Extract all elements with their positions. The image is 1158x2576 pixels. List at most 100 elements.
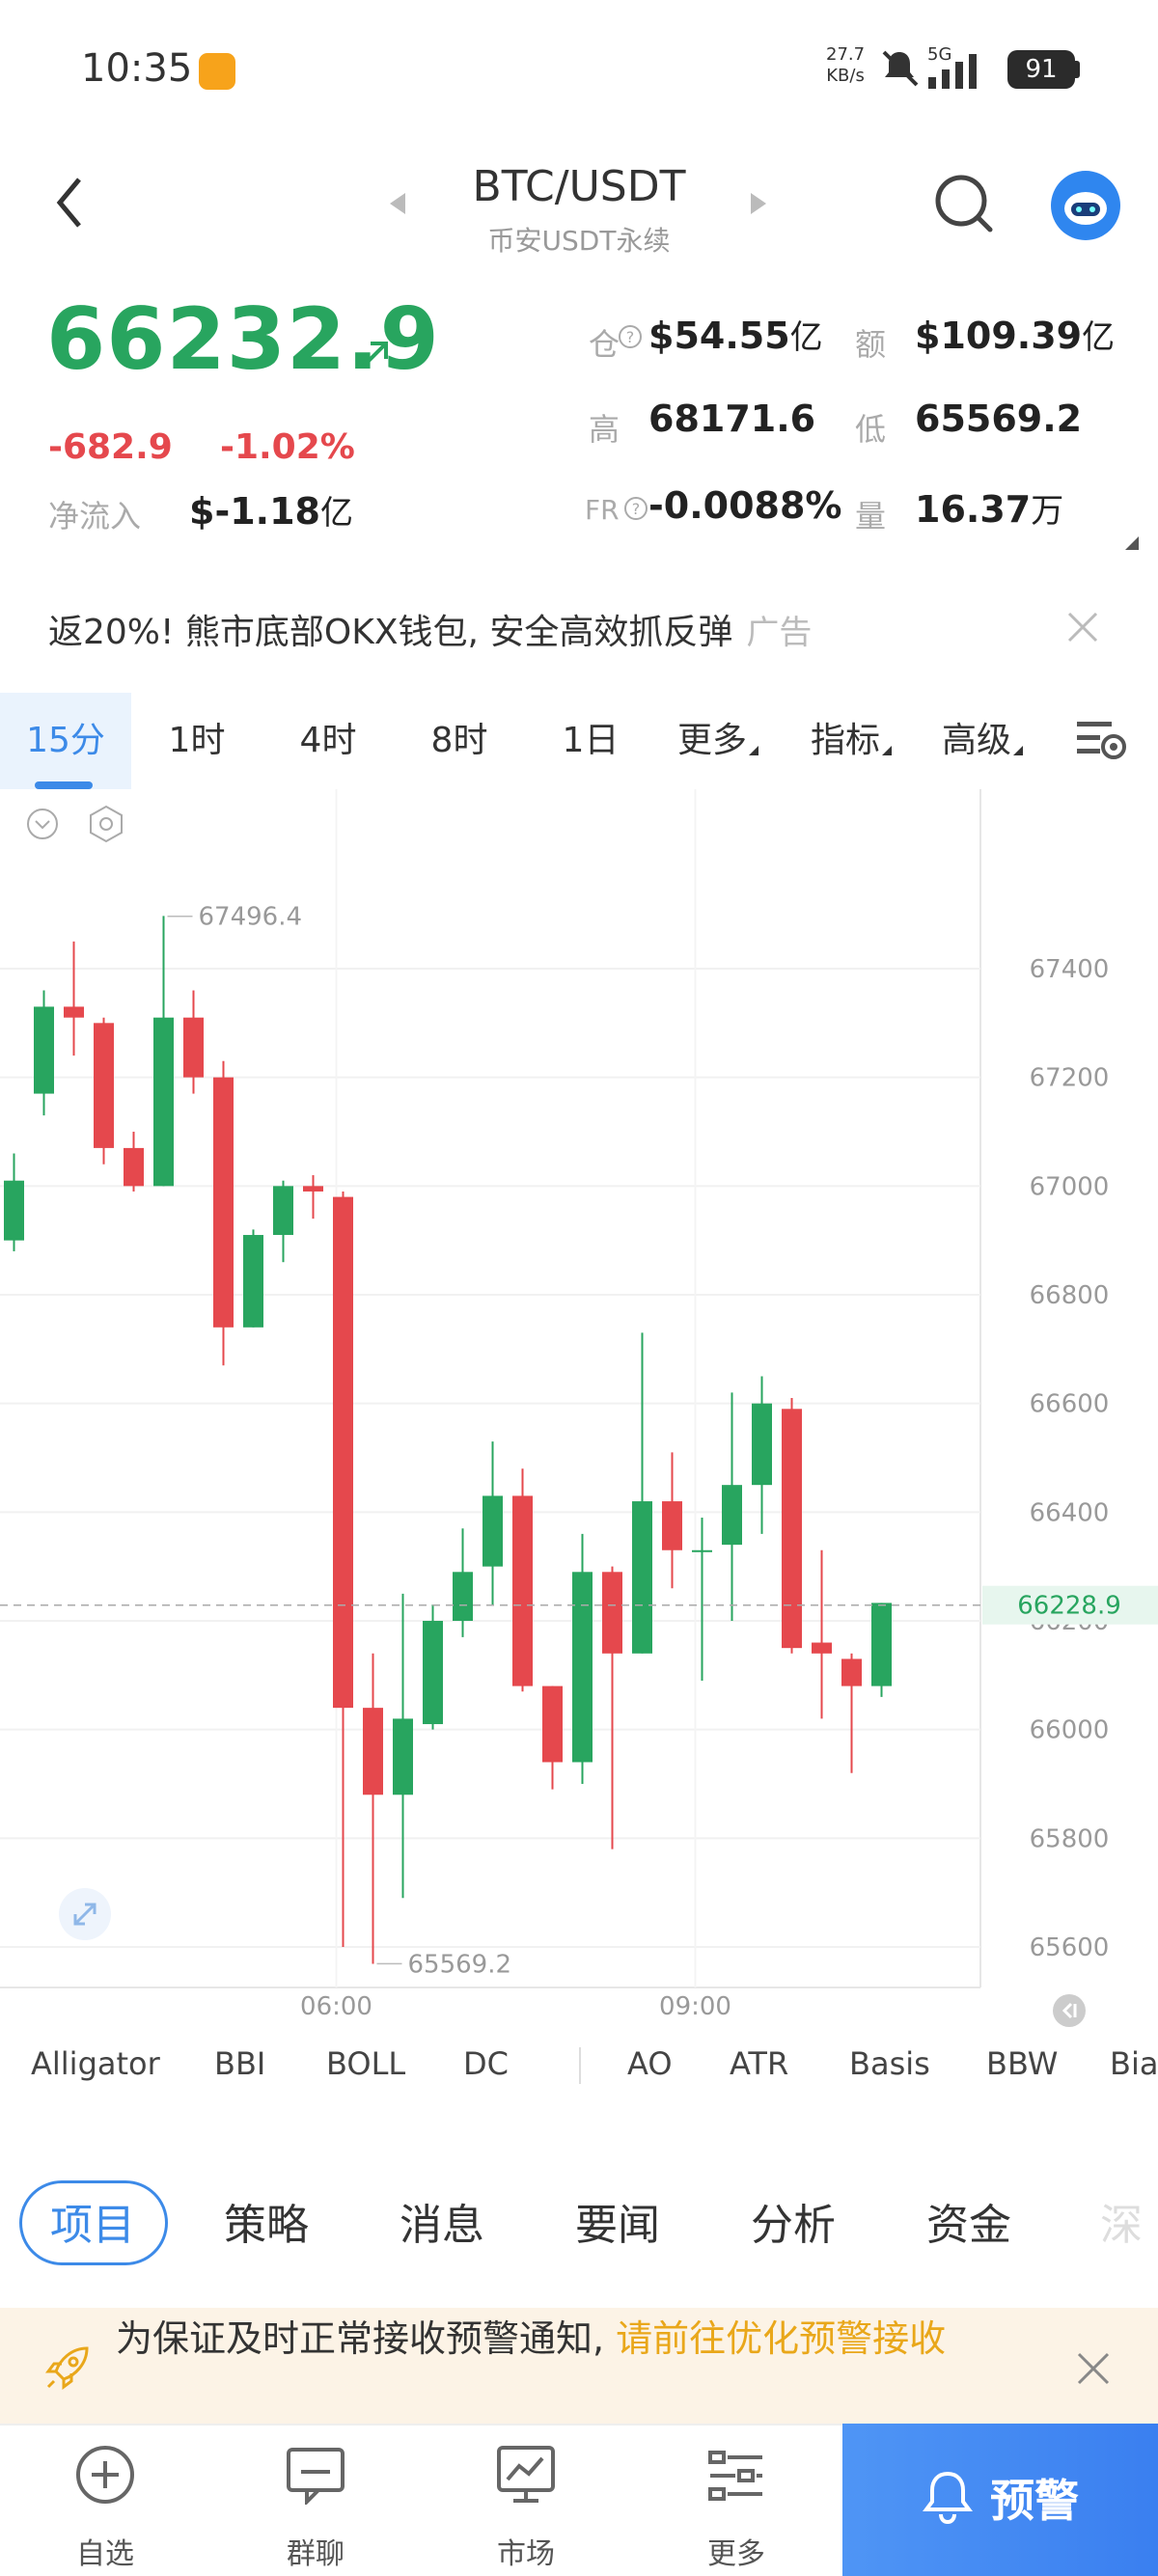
fr-help-icon[interactable]: ?	[623, 496, 648, 521]
subtab-headlines[interactable]: 要闻	[575, 2201, 660, 2250]
robot-avatar-icon[interactable]	[1050, 170, 1121, 241]
tab-1d[interactable]: 1日	[562, 721, 620, 760]
next-pair-icon[interactable]	[749, 191, 768, 216]
candle-body	[841, 1658, 862, 1686]
price-change: -682.9	[48, 427, 173, 467]
net-inflow: $-1.18亿	[189, 486, 353, 534]
tab-4h[interactable]: 4时	[299, 721, 357, 760]
candle-body	[602, 1572, 622, 1654]
candle-body	[153, 1017, 174, 1187]
high-label: 高	[589, 411, 620, 448]
indicator-bbw[interactable]: BBW	[986, 2045, 1059, 2082]
alert-banner[interactable]	[0, 2308, 1158, 2424]
subtab-active-pill	[19, 2180, 168, 2265]
indicator-divider	[579, 2047, 581, 2084]
price-tick-label: 65600	[1030, 1933, 1110, 1962]
candle-body	[363, 1708, 383, 1795]
settings-hexagon-icon[interactable]	[87, 805, 125, 843]
net-inflow-value: $-1.18	[189, 490, 320, 533]
subtab-analysis[interactable]: 分析	[751, 2201, 836, 2250]
last-price: 66232.9	[46, 289, 440, 389]
indicator-bbi[interactable]: BBI	[214, 2045, 266, 2082]
tab-more[interactable]: 更多	[670, 693, 766, 789]
ad-tag: 广告	[746, 614, 813, 652]
candle-body	[812, 1642, 832, 1654]
tab-15m[interactable]: 15分	[0, 693, 131, 789]
close-ad-icon[interactable]	[1065, 610, 1100, 644]
indicator-boll[interactable]: BOLL	[326, 2045, 406, 2082]
alarm-button[interactable]	[842, 2424, 1158, 2576]
chart-settings-icon[interactable]	[1075, 716, 1133, 768]
price-axis: 6740067200670006680066600664006620066000…	[1030, 955, 1110, 1962]
candle-body	[782, 1409, 802, 1649]
indicator-alligator[interactable]: Alligator	[31, 2045, 160, 2082]
candlestick-chart[interactable]: 6740067200670006680066600664006620066000…	[0, 789, 1158, 2043]
nav-watchlist[interactable]: 自选	[0, 2424, 210, 2576]
price-tick-label: 66600	[1030, 1390, 1110, 1419]
nav-chat[interactable]: 群聊	[210, 2424, 421, 2576]
price-tick-label: 67200	[1030, 1064, 1110, 1093]
battery-level: 91	[1007, 50, 1075, 89]
tab-indicators-label: 指标	[810, 721, 880, 760]
collapse-chevron-icon[interactable]	[25, 807, 60, 841]
close-alert-icon[interactable]	[1075, 2350, 1112, 2387]
time-tick-label: 06:00	[300, 1992, 372, 2021]
tab-advanced[interactable]: 高级	[934, 693, 1031, 789]
alert-link[interactable]: 请前往优化预警接收	[616, 2317, 947, 2360]
candle-body	[94, 1023, 114, 1148]
tab-8h[interactable]: 8时	[430, 721, 488, 760]
expand-corner-icon[interactable]	[1125, 536, 1139, 550]
price-tick-label: 66400	[1030, 1498, 1110, 1527]
svg-text:?: ?	[626, 328, 635, 346]
ad-banner[interactable]: 返20%! 熊市底部OKX钱包, 安全高效抓反弹 广告	[48, 604, 812, 654]
indicator-atr[interactable]: ATR	[730, 2045, 789, 2082]
tab-indicators[interactable]: 指标	[803, 693, 899, 789]
indicator-bias[interactable]: Bia	[1110, 2045, 1158, 2082]
nav-market[interactable]: 市场	[421, 2424, 631, 2576]
subtab-funds[interactable]: 资金	[926, 2201, 1011, 2250]
candle-body	[692, 1549, 712, 1552]
active-tab-indicator	[35, 781, 93, 789]
back-icon[interactable]	[50, 174, 89, 232]
fullscreen-icon[interactable]	[58, 1887, 112, 1941]
more-sliders-icon	[708, 2451, 762, 2501]
notification-app-icon	[199, 53, 235, 90]
indicator-basis[interactable]: Basis	[849, 2045, 930, 2082]
tab-1h[interactable]: 1时	[168, 721, 226, 760]
market-chart-icon	[497, 2446, 555, 2503]
price-tick-label: 67400	[1030, 955, 1110, 984]
indicator-dc[interactable]: DC	[463, 2045, 509, 2082]
nav-more[interactable]: 更多	[631, 2424, 841, 2576]
time-axis: 06:00 09:00	[300, 1992, 731, 2021]
subtab-project[interactable]: 项目	[50, 2201, 135, 2250]
up-arrow-icon	[361, 342, 388, 369]
last-price-tag	[982, 1585, 1158, 1625]
help-icon[interactable]: ?	[618, 324, 643, 349]
candle-body	[273, 1186, 293, 1236]
oi-unit: 亿	[789, 318, 823, 357]
price-markers: 67496.4 65569.2 66228.9	[0, 903, 1158, 1979]
last-price-label: 66228.9	[1017, 1592, 1121, 1621]
turnover: $109.39亿	[915, 311, 1115, 358]
subtab-news[interactable]: 消息	[400, 2201, 484, 2250]
subtab-strategy[interactable]: 策略	[224, 2201, 309, 2250]
price-tick-label: 65800	[1030, 1824, 1110, 1853]
net-speed-unit: KB/s	[826, 66, 865, 86]
prev-pair-icon[interactable]	[388, 191, 407, 216]
indicator-ao[interactable]: AO	[627, 2045, 673, 2082]
nav-watchlist-label: 自选	[76, 2537, 134, 2571]
candle-body	[243, 1235, 263, 1328]
subtab-depth[interactable]: 深	[1100, 2201, 1143, 2250]
alert-text: 为保证及时正常接收预警通知, 请前往优化预警接收	[116, 2314, 1004, 2364]
pair-title[interactable]: BTC/USDT	[472, 162, 686, 211]
candle-body	[722, 1485, 742, 1546]
battery-tip	[1075, 61, 1080, 78]
turnover-value: $109.39	[915, 315, 1083, 357]
candle-body	[423, 1621, 443, 1725]
price-change-pct: -1.02%	[220, 427, 355, 467]
search-icon[interactable]	[932, 172, 996, 235]
scroll-to-latest-icon[interactable]	[1052, 1993, 1087, 2028]
interval-tabs: 15分 1时 4时 8时 1日 更多 指标 高级	[0, 693, 1158, 789]
svg-text:?: ?	[632, 500, 641, 518]
status-time: 10:35	[81, 46, 193, 91]
